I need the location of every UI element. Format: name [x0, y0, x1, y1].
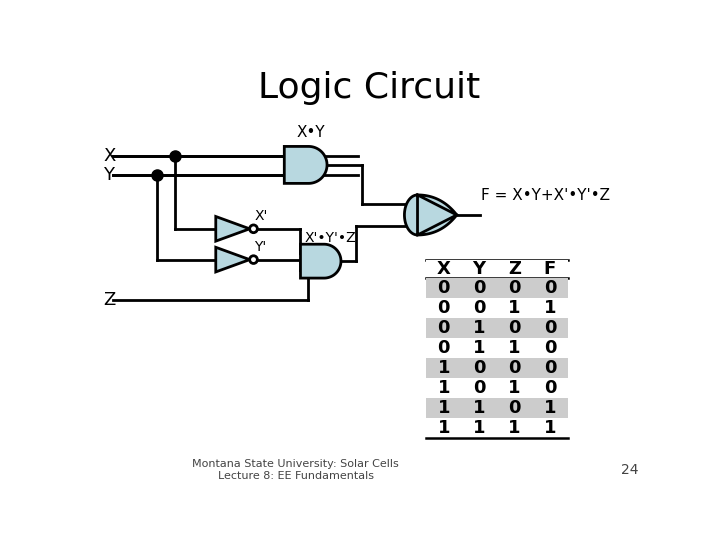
- Bar: [426, 278, 462, 298]
- Polygon shape: [300, 244, 341, 278]
- Text: 1: 1: [544, 299, 557, 317]
- Text: Z: Z: [104, 291, 116, 309]
- Bar: [462, 398, 497, 418]
- Text: 1: 1: [508, 379, 521, 397]
- Text: 0: 0: [544, 339, 557, 357]
- Text: 1: 1: [473, 339, 485, 357]
- Text: 1: 1: [438, 399, 450, 417]
- Text: 1: 1: [438, 419, 450, 437]
- Bar: [426, 298, 462, 318]
- Bar: [497, 298, 532, 318]
- Bar: [462, 318, 497, 338]
- Text: 1: 1: [438, 359, 450, 377]
- Text: Y: Y: [104, 166, 114, 184]
- Text: 1: 1: [508, 299, 521, 317]
- Bar: [532, 318, 567, 338]
- Text: Y': Y': [254, 240, 266, 253]
- Bar: [532, 418, 567, 438]
- Bar: [462, 260, 497, 278]
- Text: 1: 1: [508, 419, 521, 437]
- Bar: [462, 278, 497, 298]
- Text: F: F: [544, 260, 556, 278]
- Bar: [426, 318, 462, 338]
- Polygon shape: [216, 217, 250, 241]
- Bar: [497, 398, 532, 418]
- Polygon shape: [284, 146, 327, 184]
- Bar: [462, 418, 497, 438]
- Text: X'•Y'•Z: X'•Y'•Z: [305, 231, 356, 245]
- Text: 0: 0: [508, 279, 521, 297]
- Bar: [532, 298, 567, 318]
- Text: 1: 1: [473, 399, 485, 417]
- Text: 24: 24: [621, 463, 639, 477]
- Bar: [426, 418, 462, 438]
- Text: Montana State University: Solar Cells
Lecture 8: EE Fundamentals: Montana State University: Solar Cells Le…: [192, 459, 399, 481]
- Text: 0: 0: [438, 319, 450, 337]
- Bar: [462, 338, 497, 358]
- Text: 0: 0: [544, 359, 557, 377]
- Text: Logic Circuit: Logic Circuit: [258, 71, 480, 105]
- Text: 0: 0: [508, 399, 521, 417]
- Bar: [532, 358, 567, 378]
- Circle shape: [250, 256, 257, 264]
- Text: 0: 0: [473, 299, 485, 317]
- Text: 0: 0: [438, 279, 450, 297]
- Text: Z: Z: [508, 260, 521, 278]
- Text: 0: 0: [544, 279, 557, 297]
- Text: X•Y: X•Y: [297, 125, 325, 140]
- Text: 1: 1: [473, 319, 485, 337]
- Bar: [462, 298, 497, 318]
- Polygon shape: [216, 247, 250, 272]
- Text: 1: 1: [544, 419, 557, 437]
- Text: Y: Y: [472, 260, 486, 278]
- Bar: [532, 260, 567, 278]
- Text: 0: 0: [438, 299, 450, 317]
- Bar: [497, 338, 532, 358]
- Bar: [532, 278, 567, 298]
- Bar: [532, 338, 567, 358]
- Bar: [497, 378, 532, 398]
- Bar: [426, 260, 462, 278]
- Text: 1: 1: [544, 399, 557, 417]
- Bar: [426, 398, 462, 418]
- Bar: [532, 378, 567, 398]
- Text: 0: 0: [544, 319, 557, 337]
- Text: 1: 1: [508, 339, 521, 357]
- Bar: [497, 260, 532, 278]
- Bar: [532, 398, 567, 418]
- Text: X: X: [437, 260, 451, 278]
- Text: X': X': [254, 209, 268, 222]
- Bar: [426, 358, 462, 378]
- Text: 0: 0: [473, 279, 485, 297]
- Bar: [497, 418, 532, 438]
- Text: 0: 0: [508, 359, 521, 377]
- Bar: [462, 358, 497, 378]
- Bar: [497, 278, 532, 298]
- Text: 0: 0: [544, 379, 557, 397]
- Text: 0: 0: [473, 359, 485, 377]
- Bar: [497, 358, 532, 378]
- Circle shape: [250, 225, 257, 233]
- Bar: [497, 318, 532, 338]
- Text: 1: 1: [473, 419, 485, 437]
- Bar: [462, 378, 497, 398]
- Text: 0: 0: [508, 319, 521, 337]
- Text: F = X•Y+X'•Y'•Z: F = X•Y+X'•Y'•Z: [481, 188, 610, 203]
- Bar: [426, 338, 462, 358]
- Bar: [426, 378, 462, 398]
- Text: 1: 1: [438, 379, 450, 397]
- Text: 0: 0: [473, 379, 485, 397]
- Polygon shape: [405, 195, 456, 235]
- Text: 0: 0: [438, 339, 450, 357]
- Text: X: X: [104, 147, 116, 165]
